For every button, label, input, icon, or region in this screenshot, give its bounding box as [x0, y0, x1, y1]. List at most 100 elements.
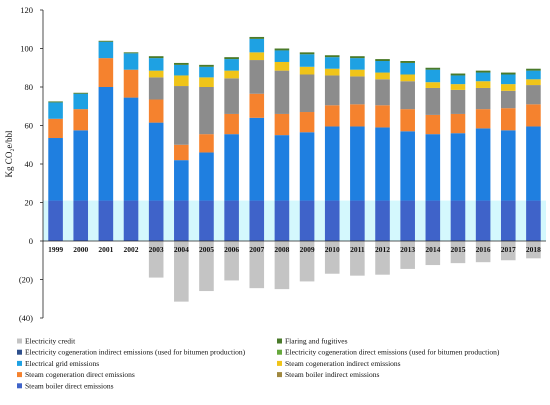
bar-segment-2017-s0 — [500, 200, 516, 241]
bar-segment-2006-s4 — [224, 70, 239, 79]
bar-segment-2005-s2 — [199, 134, 214, 153]
legend-label: Electricity cogeneration indirect emissi… — [25, 348, 246, 357]
bar-segment-2001-s2 — [98, 58, 114, 87]
bar-segment-2010-s7 — [324, 55, 340, 58]
bar-segment-2005-s5 — [199, 66, 214, 78]
legend-swatch — [17, 383, 22, 389]
x-tick-label: 2005 — [199, 245, 214, 254]
bar-segment-2004-s4 — [174, 75, 189, 87]
bar-segment-1999-s1 — [48, 138, 63, 201]
bar-segment-2017-s3 — [500, 90, 516, 109]
bar-segment-2015-s3 — [450, 89, 466, 114]
bar-segment-2010-s8 — [324, 241, 340, 274]
y-tick-label: 100 — [20, 44, 33, 54]
bar-segment-2011-s8 — [350, 241, 365, 276]
bar-segment-2014-s2 — [425, 114, 441, 135]
bar-segment-2005-s3 — [199, 87, 214, 135]
bar-segment-2012-s1 — [375, 127, 390, 201]
legend: Electricity credit Electricity cogenerati… — [17, 337, 500, 390]
bar-segment-2017-s2 — [500, 108, 516, 131]
bar-segment-2001-s0 — [98, 200, 114, 241]
bar-segment-2015-s5 — [450, 75, 466, 85]
bar-segment-2010-s3 — [324, 75, 340, 106]
legend-swatch — [277, 349, 282, 355]
bar-segment-2018-s2 — [526, 104, 541, 127]
bar-segment-2014-s4 — [425, 82, 441, 88]
bar-segment-2006-s7 — [224, 57, 239, 60]
legend-swatch — [17, 372, 22, 378]
bar-segment-2016-s1 — [475, 128, 491, 201]
bar-segment-2013-s7 — [400, 61, 415, 63]
bar-segment-2007-s4 — [249, 52, 265, 61]
bar-segment-2011-s4 — [350, 69, 365, 77]
bar-segment-2013-s3 — [400, 81, 415, 110]
bar-segment-2007-s2 — [249, 93, 265, 118]
bar-segment-2017-s8 — [500, 241, 516, 261]
bar-segment-2009-s7 — [299, 52, 315, 55]
chart-highlight-band — [43, 200, 546, 241]
bar-segment-2001-s1 — [98, 87, 114, 201]
y-tick-label: (40) — [19, 313, 33, 323]
bar-segment-2013-s4 — [400, 74, 415, 82]
bar-segment-2006-s8 — [224, 241, 239, 281]
y-tick-label: 120 — [20, 5, 33, 15]
bar-segment-2000-s1 — [73, 130, 89, 201]
bar-segment-2018-s5 — [526, 70, 541, 80]
bar-segment-2011-s7 — [350, 56, 365, 59]
bar-segment-2016-s4 — [475, 81, 491, 88]
bar-segment-2010-s1 — [324, 126, 340, 201]
bar-segment-2003-s7 — [148, 56, 164, 59]
bar-segment-2011-s2 — [350, 104, 365, 127]
bar-segment-2009-s1 — [299, 132, 315, 201]
bar-segment-2004-s1 — [174, 160, 189, 201]
bar-segment-2002-s7 — [123, 52, 139, 54]
bar-segment-2016-s0 — [475, 200, 491, 241]
bar-segment-2015-s2 — [450, 113, 466, 134]
bar-segment-2012-s5 — [375, 61, 390, 73]
x-tick-label: 2006 — [224, 245, 239, 254]
bar-segment-2009-s4 — [299, 66, 315, 75]
bar-segment-2018-s1 — [526, 126, 541, 201]
bar-segment-2018-s3 — [526, 85, 541, 105]
bar-segment-2008-s0 — [274, 200, 290, 241]
bar-segment-2009-s2 — [299, 112, 315, 133]
bar-segment-2007-s7 — [249, 36, 265, 39]
bar-segment-2002-s1 — [123, 97, 139, 201]
bars-layer — [48, 36, 541, 302]
bar-segment-2003-s8 — [148, 241, 164, 278]
legend-label: Electrical grid emissions — [25, 359, 99, 368]
bar-segment-2000-s0 — [73, 200, 89, 241]
bar-segment-2008-s1 — [274, 135, 290, 201]
bar-segment-1999-s5 — [48, 102, 63, 119]
x-tick-label: 2007 — [249, 245, 264, 254]
bar-segment-2011-s5 — [350, 58, 365, 70]
bar-segment-2003-s5 — [148, 58, 164, 71]
bar-segment-2012-s0 — [375, 200, 390, 241]
legend-swatch — [17, 349, 22, 355]
bar-segment-2002-s5 — [123, 53, 139, 70]
bar-segment-2013-s1 — [400, 131, 415, 201]
bar-segment-2005-s8 — [199, 241, 214, 292]
x-tick-label: 2017 — [501, 245, 516, 254]
x-tick-label: 2000 — [73, 245, 88, 254]
bar-segment-2012-s8 — [375, 241, 390, 275]
legend-swatch — [17, 360, 22, 366]
bar-segment-2016-s8 — [475, 241, 491, 263]
x-tick-label: 2008 — [274, 245, 289, 254]
bar-segment-1999-s7 — [48, 101, 63, 103]
bar-segment-2014-s8 — [425, 241, 441, 266]
legend-label: Steam boiler indirect emissions — [285, 370, 379, 379]
y-tick-label: 20 — [25, 198, 34, 208]
x-tick-label: 2003 — [149, 245, 164, 254]
bar-segment-2009-s8 — [299, 241, 315, 282]
bar-segment-2000-s7 — [73, 92, 89, 94]
bar-segment-1999-s0 — [48, 200, 63, 241]
legend-label: Flaring and fugitives — [285, 337, 348, 346]
bar-segment-2013-s2 — [400, 109, 415, 132]
x-tick-label: 2010 — [325, 245, 340, 254]
bar-segment-2003-s0 — [148, 200, 164, 241]
bar-segment-2012-s3 — [375, 79, 390, 106]
bar-segment-2009-s0 — [299, 200, 315, 241]
x-tick-label: 2009 — [300, 245, 315, 254]
